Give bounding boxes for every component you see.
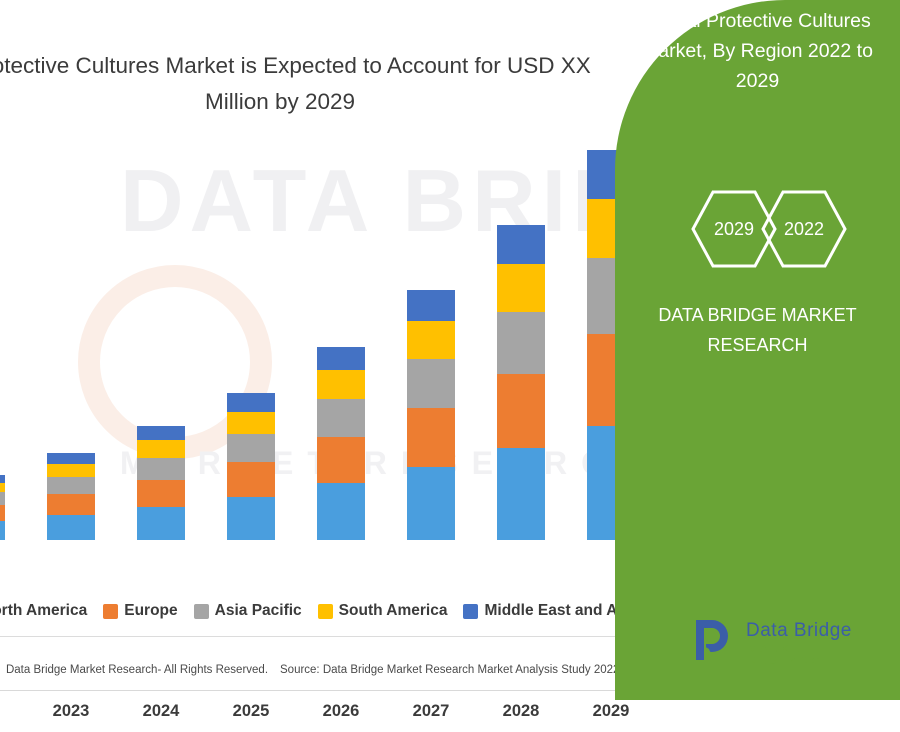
legend-item: Europe: [103, 602, 178, 620]
panel-title: Global Protective Cultures Market, By Re…: [642, 10, 873, 92]
bar-segment: [497, 311, 545, 374]
bar-column: [137, 425, 185, 540]
bar-segment: [497, 264, 545, 312]
bar-segment: [47, 494, 95, 515]
legend-item: Asia Pacific: [193, 602, 302, 620]
x-axis-tick-label: 2025: [232, 702, 270, 720]
bar-column: [47, 452, 95, 540]
hex-2022-label: 2022: [783, 218, 825, 239]
legend-label: Asia Pacific: [214, 602, 302, 619]
page-title: Protective Cultures Market is Expected t…: [0, 53, 591, 114]
x-axis-tick-label: 2023: [52, 702, 90, 720]
legend-label: Europe: [124, 602, 178, 619]
bar-column: [407, 289, 455, 540]
logo-mark-icon: [690, 616, 738, 664]
bar-segment: [317, 482, 365, 540]
bar-segment: [47, 476, 95, 495]
bar-segment: [227, 392, 275, 412]
footer-divider: [0, 636, 640, 637]
bar-segment: [317, 346, 365, 371]
x-axis-labels: 2022 2023 2024 2025 2026 2027 2028 2029: [0, 702, 640, 732]
legend-item: North America: [0, 602, 87, 620]
bar-segment: [317, 398, 365, 437]
footer-source: Source: Data Bridge Market Research Mark…: [280, 664, 620, 676]
legend-label: Middle East and Africa: [484, 602, 651, 619]
bar-segment: [137, 506, 185, 540]
legend-item: South America: [317, 602, 448, 620]
bar-segment: [227, 433, 275, 463]
chart-legend: North America Europe Asia Pacific South Ame…: [0, 598, 660, 624]
x-axis-line: [0, 690, 640, 691]
x-axis-tick-label: 2027: [412, 702, 450, 720]
panel-brand: DATA BRIDGE MARKET RESEARCH: [658, 305, 857, 355]
bar-segment: [497, 224, 545, 265]
bar-segment: [407, 408, 455, 468]
hex-2022: 2022: [761, 190, 847, 268]
bar-segment: [407, 321, 455, 360]
legend-swatch: [103, 603, 119, 619]
legend-label: South America: [338, 602, 448, 619]
bar-segment: [137, 440, 185, 458]
x-axis-tick-label: 2029: [592, 702, 630, 720]
bar-segment: [0, 505, 5, 521]
bar-segment: [0, 520, 5, 540]
bar-segment: [317, 370, 365, 399]
bar-column: [227, 392, 275, 540]
bar-column: [317, 346, 365, 540]
bar-segment: [227, 462, 275, 498]
legend-label: North America: [0, 602, 88, 619]
legend-swatch: [317, 603, 333, 619]
right-panel: Global Protective Cultures Market, By Re…: [615, 0, 900, 700]
logo-tagline: MARKET RESEARCH: [748, 643, 834, 667]
x-axis-tick-label: 2022: [0, 702, 26, 721]
bar-segment: [47, 463, 95, 477]
bar-segment: [137, 425, 185, 441]
panel-hex-row: 2029 2022: [615, 186, 900, 272]
logo-name: Data Bridge: [746, 620, 852, 641]
bar-segment: [137, 479, 185, 507]
legend-swatch: [193, 603, 209, 619]
legend-swatch: [463, 603, 479, 619]
bar-segment: [407, 467, 455, 540]
bar-segment: [407, 289, 455, 322]
bar-column: [497, 224, 545, 540]
bar-segment: [47, 452, 95, 464]
data-bridge-logo: Data Bridge MARKET RESEARCH: [690, 616, 900, 672]
hex-2029: 2029: [691, 190, 777, 268]
bar-segment: [0, 492, 5, 506]
bar-segment: [317, 436, 365, 483]
legend-item: Middle East and Africa: [463, 602, 650, 620]
x-axis-tick-label: 2026: [322, 702, 360, 720]
x-axis-tick-label: 2028: [502, 702, 540, 720]
bar-segment: [47, 514, 95, 540]
bar-segment: [497, 373, 545, 449]
bar-segment: [227, 411, 275, 434]
bar-column: [0, 475, 5, 540]
hex-2029-label: 2029: [713, 218, 755, 239]
bar-segment: [0, 475, 5, 483]
x-axis-tick-label: 2024: [142, 702, 180, 720]
footer-copyright: Data Bridge Market Research- All Rights …: [5, 664, 269, 676]
chart-plot-area: 2022 2023 2024 2025 2026 2027 2028 2029: [0, 150, 640, 720]
bar-segment: [0, 482, 5, 493]
bar-segment: [227, 497, 275, 540]
bar-segment: [407, 359, 455, 409]
bar-segment: [497, 448, 545, 540]
bar-segment: [137, 457, 185, 480]
